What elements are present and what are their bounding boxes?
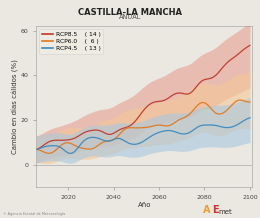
Text: ANUAL: ANUAL: [119, 14, 141, 20]
Text: A: A: [203, 205, 210, 215]
Legend: RCP8.5    ( 14 ), RCP6.0    (  6 ), RCP4.5    ( 13 ): RCP8.5 ( 14 ), RCP6.0 ( 6 ), RCP4.5 ( 13…: [39, 29, 103, 54]
Y-axis label: Cambio en días cálidos (%): Cambio en días cálidos (%): [12, 59, 20, 154]
Text: E: E: [212, 205, 218, 215]
Text: © Agencia Estatal de Meteorología: © Agencia Estatal de Meteorología: [3, 212, 65, 216]
Text: CASTILLA-LA MANCHA: CASTILLA-LA MANCHA: [78, 8, 182, 17]
Text: met: met: [218, 209, 232, 215]
X-axis label: Año: Año: [138, 201, 151, 208]
